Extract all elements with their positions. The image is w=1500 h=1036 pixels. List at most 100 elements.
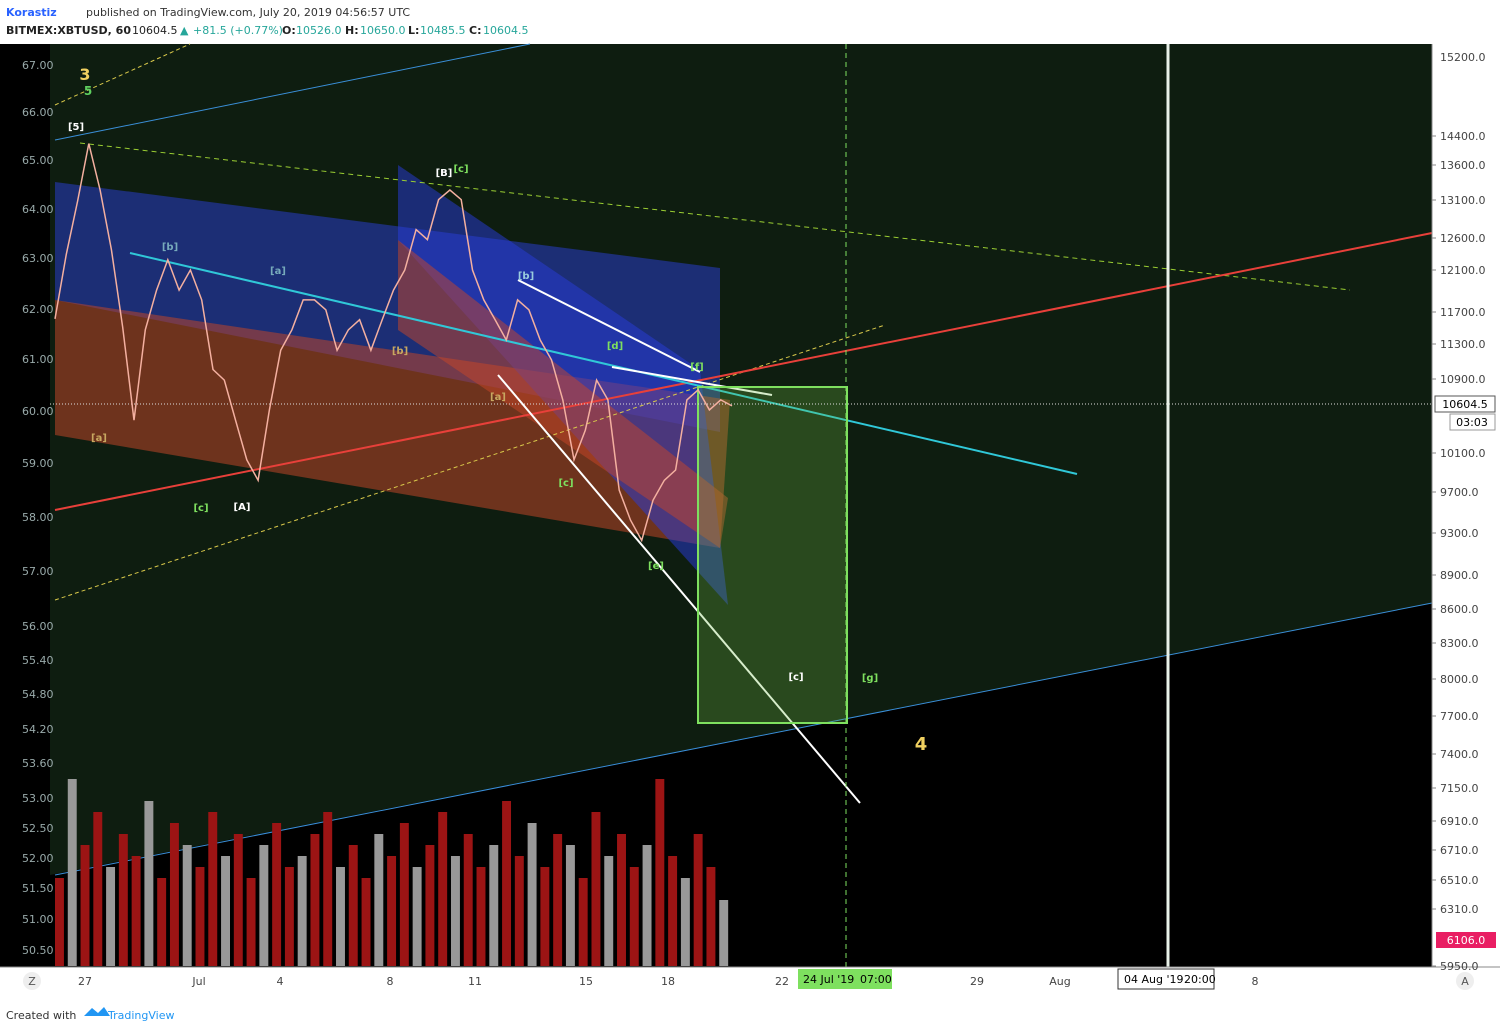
volume-badge [1436,932,1496,948]
volume-bar [361,878,371,966]
volume-bar [591,812,601,966]
change: +81.5 (+0.77%) [193,24,283,37]
volume-bar [693,834,703,966]
volume-bar [412,867,422,966]
white-line [611,366,773,396]
volume-bar [348,845,358,966]
volume-bar [131,856,141,966]
volume-bar [425,845,435,966]
wave-label: [c] [788,672,803,683]
right-axis-label: 11700.0 [1440,306,1486,319]
right-axis-label: 13600.0 [1440,159,1486,172]
right-axis-label: 7150.0 [1440,782,1479,795]
left-axis-label: 51.00 [22,913,54,926]
wave-label: [a] [91,433,107,444]
left-axis-label: 58.00 [22,511,54,524]
right-axis-bg [1432,44,1500,994]
published: published on TradingView.com, July 20, 2… [86,6,410,19]
wave-label: 4 [915,734,928,755]
time-badge [1117,968,1215,990]
volume-bar [106,867,116,966]
red-channel [55,300,730,548]
price-badge-text: 10604.5 [1442,398,1488,411]
value: 10650.0 [360,24,406,37]
volume-bar [476,867,486,966]
left-axis-label: 53.00 [22,792,54,805]
wave-label: [c] [558,478,573,489]
volume-bar [93,812,103,966]
time-axis-label: 29 [970,975,984,988]
wave-label: [g] [862,673,878,684]
logo [84,1007,110,1016]
left-axis-label: 51.50 [22,882,54,895]
right-axis-label: 7400.0 [1440,748,1479,761]
right-axis-label: 8300.0 [1440,637,1479,650]
wave-label: 3 [79,65,90,84]
volume-bar [336,867,345,966]
trend-line [54,602,1433,876]
time-axis-label: 22 [775,975,789,988]
time-axis-label: 27 [78,975,92,988]
wave-label: 5 [84,84,92,98]
left-axis-label: 62.00 [22,303,54,316]
right-axis-label: 10900.0 [1440,373,1486,386]
volume-bar [323,812,333,966]
time-axis-label: 15 [579,975,593,988]
volume-bar [617,834,626,966]
volume-bar [463,834,473,966]
left-axis-label: 50.50 [22,944,54,957]
volume-bar [67,779,77,966]
symbol: BITMEX:XBTUSD, 60 [6,24,131,37]
time-axis-label: 8 [387,975,394,988]
volume-bar [642,845,652,966]
time-badge-hour: 07:00 [860,973,892,986]
volume-bar [297,856,307,966]
volume-bar [565,845,575,966]
volume-bar [655,779,665,966]
volume-bar [208,812,218,966]
corner-text[interactable]: Z [28,975,36,988]
corner-text[interactable]: A [1461,975,1469,988]
time-axis-label: 4 [277,975,284,988]
time-axis-label: Aug [1049,975,1070,988]
wave-label: [5] [68,122,84,133]
volume-bar [118,834,128,966]
left-axis-label: 63.00 [22,252,54,265]
volume-bar [221,856,230,966]
wave-label: [c] [193,503,208,514]
label: C: [469,24,481,37]
time-axis-label: 8 [1252,975,1259,988]
volume-bar [195,867,205,966]
volume-bar [553,834,563,966]
time-badge-date: 04 Aug '19 [1124,973,1184,986]
volume-bar [284,867,294,966]
right-axis-label: 8600.0 [1440,603,1479,616]
target-box [697,386,848,724]
volume-bar [374,834,384,966]
volume-bar [680,878,690,966]
volume-bar [540,867,550,966]
left-axis-label: 55.40 [22,654,54,667]
volume-bar [310,834,320,966]
countdown-badge [1449,413,1496,431]
right-axis-label: 14400.0 [1440,130,1486,143]
wave-label: [f] [690,362,704,373]
volume-bar [144,801,154,966]
wave-label: [b] [518,271,534,282]
wave-label: [e] [648,561,664,572]
dashed-line [79,142,1351,291]
left-axis-label: 59.00 [22,457,54,470]
time-axis-label: 18 [661,975,675,988]
red-line [54,232,1433,511]
corner-button[interactable] [1456,972,1474,990]
time-badge-hour: 20:00 [1184,973,1216,986]
left-axis-label: 60.00 [22,405,54,418]
left-axis-label: 64.00 [22,203,54,216]
corner-button[interactable] [23,972,41,990]
value: 10526.0 [296,24,342,37]
right-axis-label: 6310.0 [1440,903,1479,916]
wave-label: [c] [453,164,468,175]
wave-label: [b] [162,242,178,253]
value: 10604.5 [483,24,529,37]
